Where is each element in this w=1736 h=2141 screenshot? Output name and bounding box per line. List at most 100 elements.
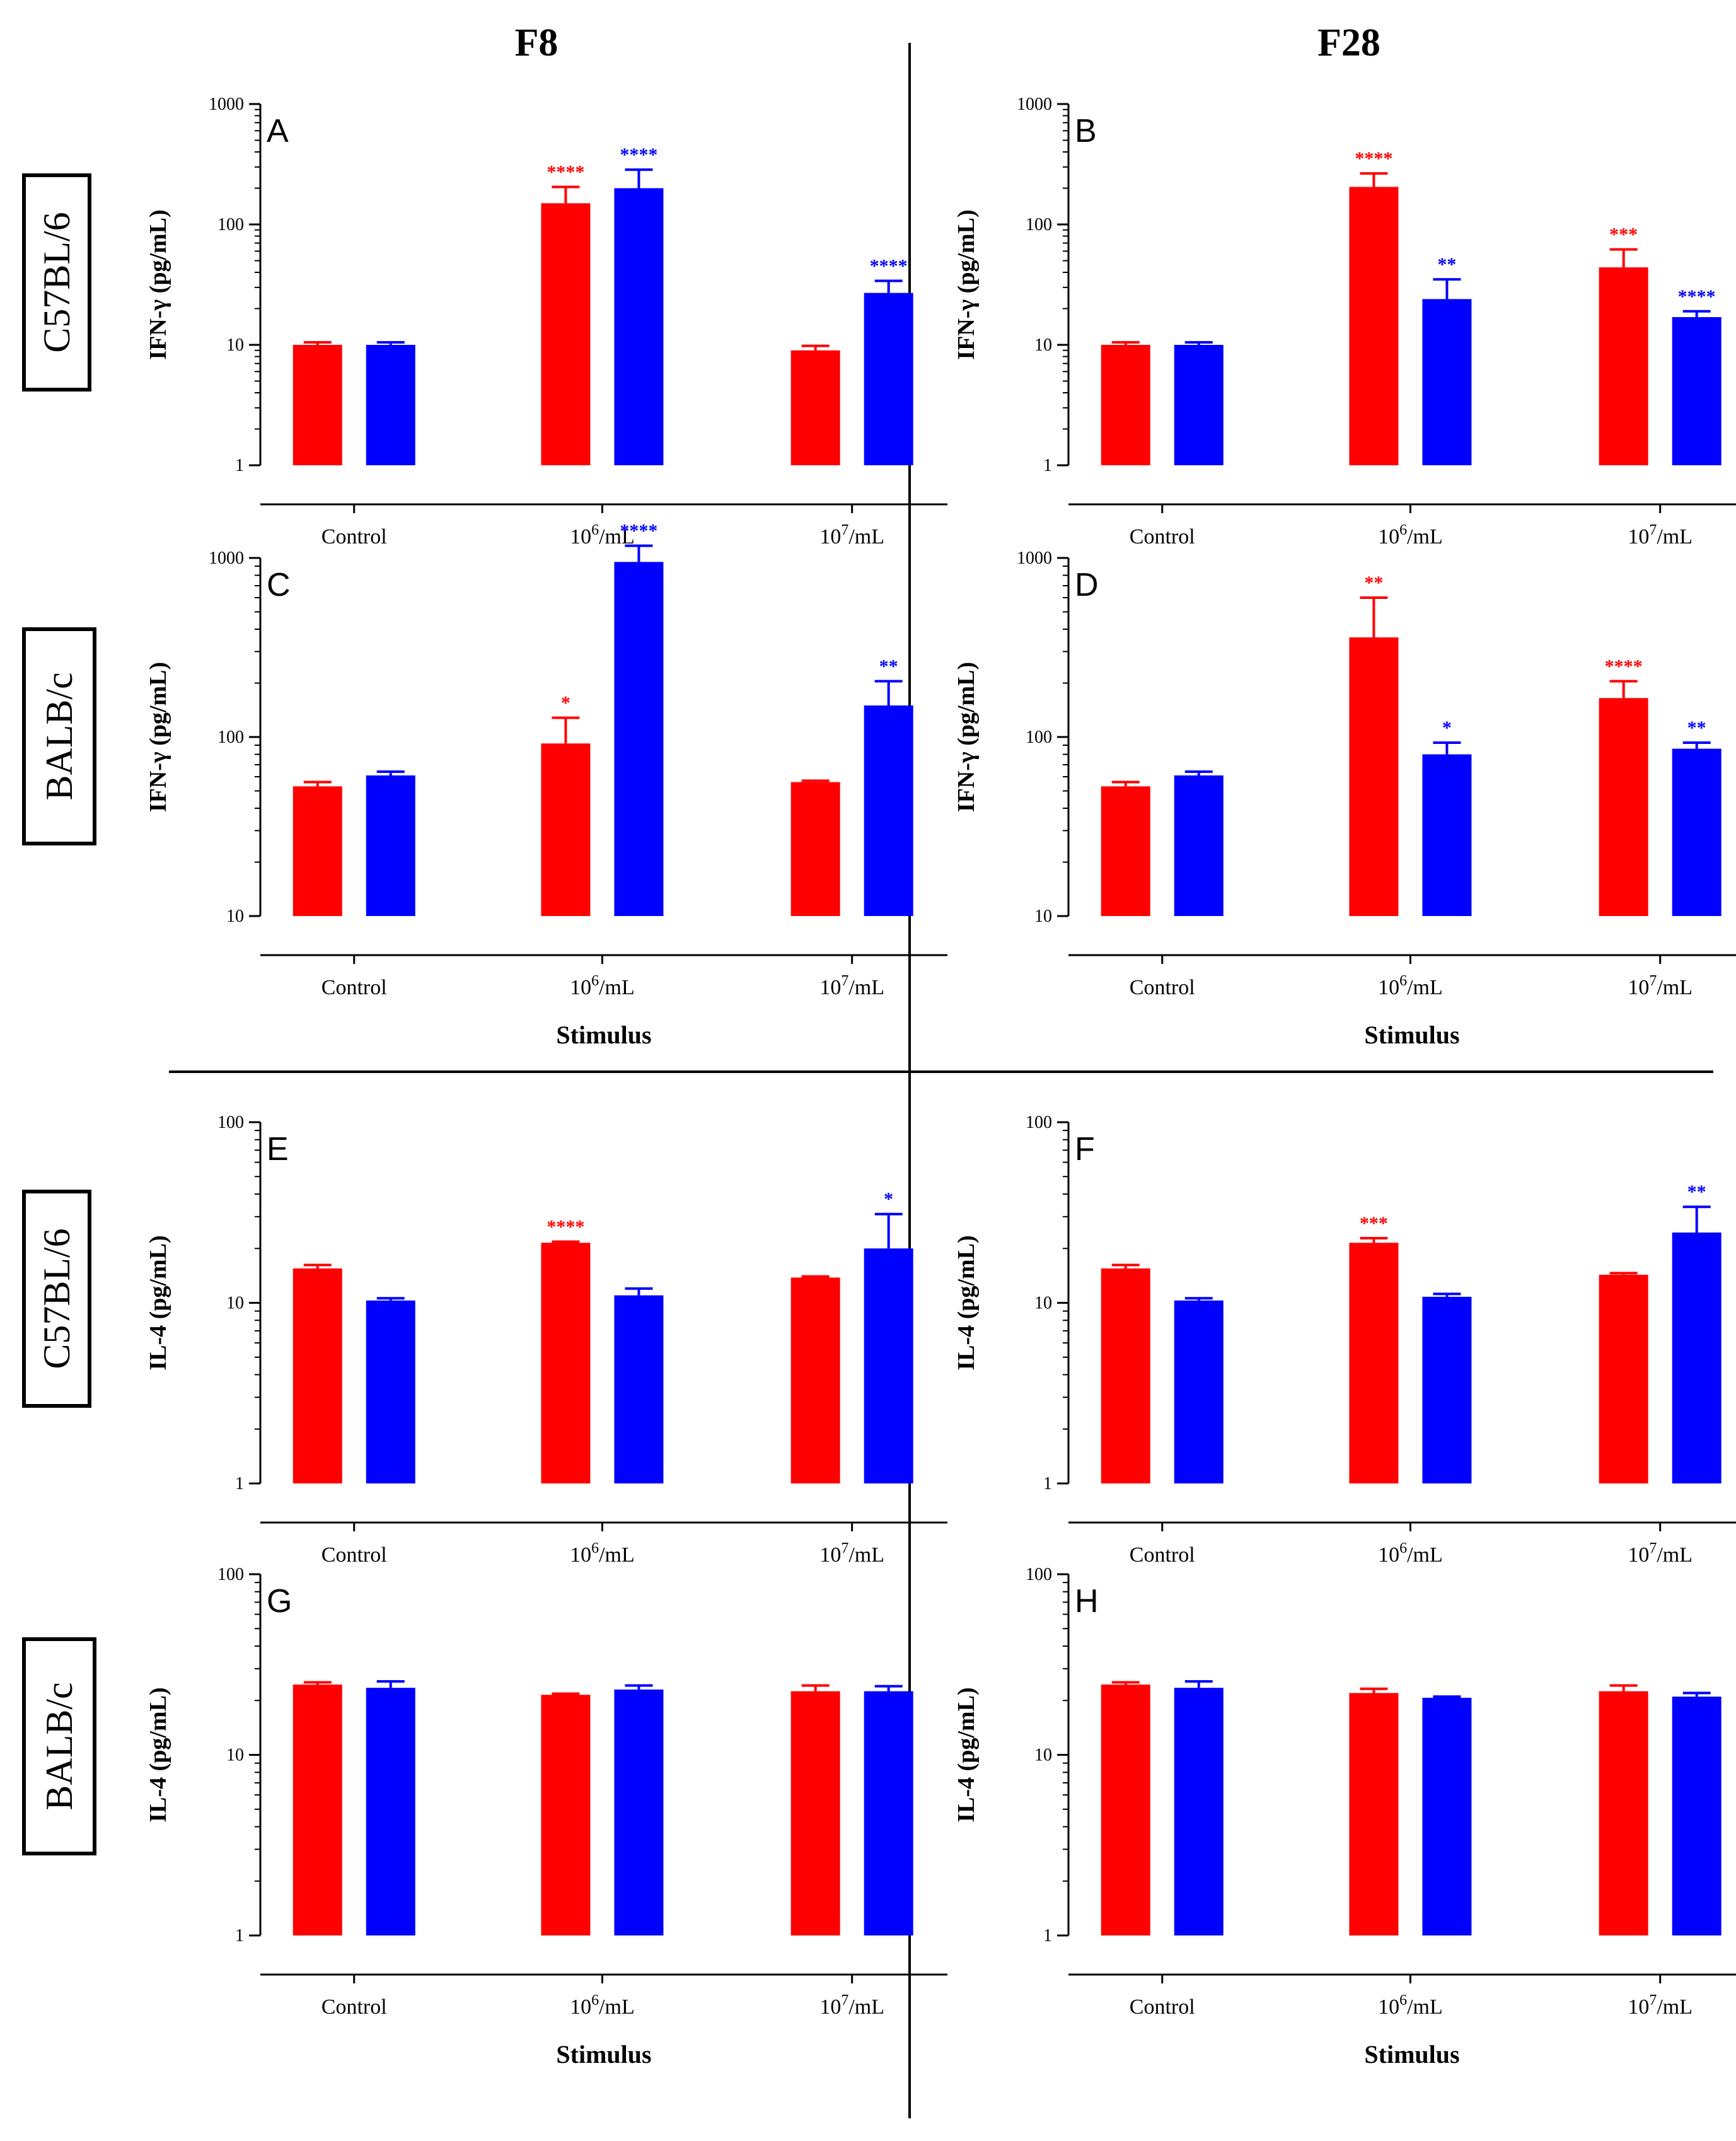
header-f8: F8 xyxy=(515,21,558,64)
strain-box-3: C57BL/6 xyxy=(22,1190,91,1408)
y-axis-label: IL-4 (pg/mL) xyxy=(145,1687,171,1822)
y-tick-label: 10 xyxy=(226,335,244,355)
panel-letter: A xyxy=(267,113,289,149)
y-tick-label: 10 xyxy=(226,1746,244,1765)
red-bar xyxy=(292,1685,342,1935)
blue-bar xyxy=(1672,316,1722,465)
y-tick-label: 10 xyxy=(1034,907,1052,926)
x-tick-label: Control xyxy=(1130,976,1195,999)
y-axis-label: IFN-γ (pg/mL) xyxy=(145,662,171,812)
significance-marker: ** xyxy=(1364,572,1383,593)
significance-marker: **** xyxy=(547,1217,584,1238)
red-bar xyxy=(1101,786,1150,916)
panel-letter: B xyxy=(1075,113,1097,149)
y-tick-label: 100 xyxy=(1026,1565,1052,1584)
significance-marker: **** xyxy=(1355,148,1392,169)
blue-bar xyxy=(366,775,415,916)
significance-marker: ** xyxy=(1687,1181,1706,1202)
blue-bar xyxy=(1422,299,1472,465)
significance-marker: ** xyxy=(1437,254,1456,275)
red-bar xyxy=(292,786,342,916)
blue-bar xyxy=(614,562,664,916)
x-tick-label: 107/mL xyxy=(819,522,884,548)
blue-bar xyxy=(1672,1233,1722,1483)
blue-bar xyxy=(614,1295,664,1483)
red-bar xyxy=(1101,1268,1150,1483)
red-bar xyxy=(541,1243,591,1483)
red-bar xyxy=(790,1277,840,1483)
blue-bar xyxy=(864,1248,913,1483)
y-tick-label: 10 xyxy=(1034,335,1052,355)
red-bar xyxy=(1599,698,1648,916)
strain-label-c57bl6-top: C57BL/6 xyxy=(36,212,78,352)
y-tick-label: 1 xyxy=(235,1926,244,1946)
panel-c: C 10 100 1000 IFN-γ (pg/mL) Control 106/mL 107/… xyxy=(145,521,947,1049)
red-bar xyxy=(790,782,840,916)
x-tick-label: 106/mL xyxy=(570,1540,635,1567)
blue-bar xyxy=(366,1300,415,1483)
significance-marker: **** xyxy=(620,144,657,165)
panel-letter: D xyxy=(1075,567,1099,603)
red-bar xyxy=(1599,267,1648,465)
blue-bar xyxy=(614,1689,664,1935)
y-axis-label: IFN-γ (pg/mL) xyxy=(953,209,980,359)
significance-marker: **** xyxy=(1678,286,1716,307)
column-headers: F8 F28 xyxy=(515,21,1380,64)
blue-bar xyxy=(1174,1300,1224,1483)
red-bar xyxy=(1349,1243,1399,1483)
red-bar xyxy=(1101,1685,1150,1935)
x-axis-label: Stimulus xyxy=(1364,1021,1459,1049)
blue-bar xyxy=(366,1688,415,1935)
y-tick-label: 1000 xyxy=(1017,95,1052,114)
red-bar xyxy=(1349,1693,1399,1935)
x-tick-label: 107/mL xyxy=(819,1540,884,1567)
y-tick-label: 1 xyxy=(1043,1926,1052,1946)
strain-box-1: C57BL/6 xyxy=(22,173,91,392)
y-tick-label: 100 xyxy=(1026,215,1052,235)
x-tick-label: 106/mL xyxy=(570,1992,635,2019)
y-tick-label: 10 xyxy=(226,907,244,926)
y-tick-label: 10 xyxy=(226,1294,244,1313)
x-tick-label: 107/mL xyxy=(1628,1992,1693,2019)
y-tick-label: 1 xyxy=(1043,1474,1052,1494)
x-tick-label: 107/mL xyxy=(1628,1540,1693,1567)
red-bar xyxy=(790,350,840,465)
panel-d: D 10 100 1000 IFN-γ (pg/mL) Control 106/mL 107/… xyxy=(953,548,1736,1049)
strain-label-c57bl6-bottom: C57BL/6 xyxy=(36,1228,78,1369)
x-tick-label: 107/mL xyxy=(819,973,884,999)
y-tick-label: 100 xyxy=(217,215,244,235)
red-bar xyxy=(1599,1274,1648,1483)
panel-h: H 1 10 100 IL-4 (pg/mL) Control 106/mL 107/mL St… xyxy=(953,1565,1736,2068)
y-tick-label: 1 xyxy=(235,456,244,475)
panel-letter: H xyxy=(1075,1583,1099,1620)
significance-marker: **** xyxy=(620,521,657,542)
blue-bar xyxy=(1422,754,1472,916)
y-axis-label: IL-4 (pg/mL) xyxy=(953,1687,980,1822)
significance-marker: * xyxy=(884,1189,893,1210)
panel-letter: G xyxy=(267,1583,292,1620)
x-tick-label: Control xyxy=(321,1543,387,1567)
y-axis-label: IFN-γ (pg/mL) xyxy=(145,209,171,359)
panel-f: F 1 10 100 IL-4 (pg/mL) Control 106/mL 107/mL **… xyxy=(953,1113,1736,1567)
y-tick-label: 1 xyxy=(235,1474,244,1494)
y-axis-label: IL-4 (pg/mL) xyxy=(145,1235,171,1370)
y-tick-label: 1000 xyxy=(1017,548,1052,568)
red-bar xyxy=(1101,345,1150,465)
y-tick-label: 1000 xyxy=(209,548,244,568)
blue-bar xyxy=(1672,1697,1722,1935)
x-tick-label: 106/mL xyxy=(1378,1540,1443,1567)
red-bar xyxy=(541,203,591,465)
strain-label-balbc-bottom: BALB/c xyxy=(38,1682,80,1810)
strain-box-4: BALB/c xyxy=(22,1637,96,1855)
header-f28: F28 xyxy=(1317,21,1380,64)
significance-marker: * xyxy=(561,693,570,714)
panel-b: B 1 10 100 1000 IFN-γ (pg/mL) Control 106/mL 107… xyxy=(953,95,1736,548)
x-tick-label: Control xyxy=(1130,1543,1195,1567)
significance-marker: ** xyxy=(1687,717,1706,738)
x-tick-label: 106/mL xyxy=(1378,973,1443,999)
blue-bar xyxy=(1422,1296,1472,1483)
